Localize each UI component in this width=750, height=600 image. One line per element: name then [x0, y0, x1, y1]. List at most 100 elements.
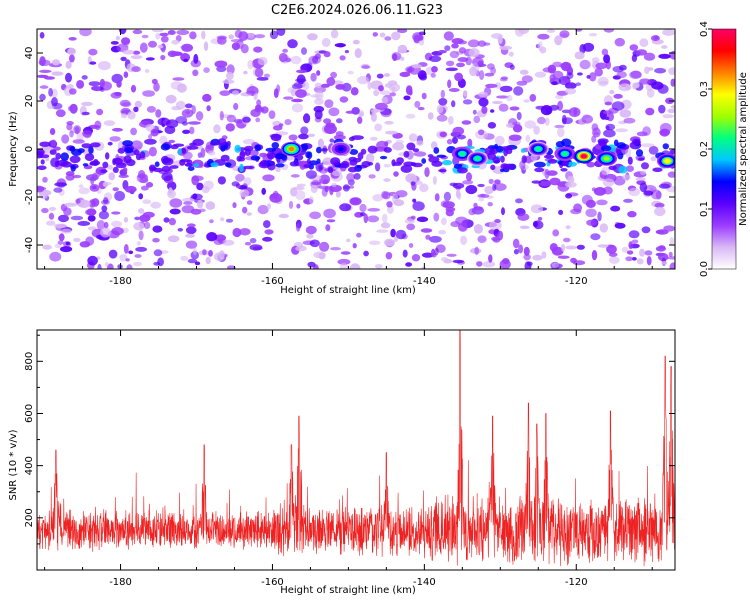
- heatmap-cell: [270, 161, 276, 166]
- heatmap-y-tick-label: -40: [24, 237, 35, 253]
- heatmap-cell: [549, 104, 559, 111]
- heatmap-cell: [645, 107, 655, 116]
- heatmap-cell: [545, 117, 550, 126]
- heatmap-cell: [103, 197, 109, 204]
- heatmap-cell: [595, 62, 608, 70]
- heatmap-cell: [290, 88, 297, 97]
- heatmap-cell: [172, 77, 185, 81]
- heatmap-cell: [561, 117, 573, 125]
- heatmap-cell: [659, 128, 670, 137]
- heatmap-cell: [478, 97, 489, 107]
- heatmap-cell: [340, 160, 350, 169]
- heatmap-cell: [344, 50, 349, 54]
- heatmap-cell: [208, 250, 213, 257]
- heatmap-cell: [295, 223, 301, 232]
- heatmap-cell: [644, 250, 653, 256]
- heatmap-cell: [65, 72, 72, 83]
- heatmap-cell: [134, 100, 143, 108]
- heatmap-cell: [380, 110, 392, 118]
- heatmap-cell: [616, 148, 622, 155]
- heatmap-cell: [96, 234, 103, 240]
- heatmap-y-tick-label: 20: [24, 95, 35, 108]
- heatmap-cell: [661, 261, 668, 265]
- heatmap-cell: [267, 203, 271, 210]
- heatmap-cell: [232, 227, 242, 238]
- heatmap-cell: [39, 32, 45, 39]
- heatmap-cell: [603, 186, 613, 195]
- heatmap-cell: [654, 206, 666, 217]
- heatmap-cell: [667, 171, 675, 178]
- heatmap-cell: [333, 80, 344, 86]
- heatmap-cell: [72, 139, 85, 144]
- heatmap-cell: [78, 187, 90, 195]
- heatmap-cell: [206, 232, 218, 242]
- heatmap-cell: [78, 184, 84, 189]
- heatmap-cell: [310, 72, 317, 82]
- heatmap-cell: [335, 131, 344, 137]
- heatmap-cell: [161, 172, 173, 182]
- heatmap-cell: [40, 159, 45, 165]
- heatmap-cell: [625, 147, 631, 158]
- heatmap-cell: [641, 226, 651, 234]
- heatmap-cell: [516, 111, 522, 121]
- heatmap-cell: [421, 252, 434, 258]
- heatmap-cell: [480, 193, 486, 198]
- heatmap-cell: [428, 156, 440, 163]
- heatmap-cell: [249, 244, 263, 251]
- heatmap-cell: [167, 235, 180, 243]
- heatmap-cell: [316, 158, 321, 164]
- heatmap-cell: [539, 180, 552, 187]
- heatmap-cell: [616, 142, 626, 149]
- heatmap-cell: [217, 138, 227, 146]
- heatmap-cell: [400, 56, 405, 61]
- heatmap-cell: [159, 32, 169, 37]
- heatmap-cell: [639, 78, 651, 85]
- heatmap-cell: [257, 57, 268, 66]
- heatmap-cell: [412, 201, 425, 212]
- heatmap-cell: [295, 89, 307, 98]
- heatmap-cell: [529, 94, 537, 102]
- heatmap-cell: [103, 120, 116, 126]
- heatmap-cell: [221, 239, 235, 246]
- heatmap-cell: [243, 70, 248, 75]
- heatmap-cell: [385, 252, 393, 260]
- heatmap-cell: [443, 191, 451, 202]
- heatmap-cell: [121, 113, 127, 119]
- heatmap-cell: [433, 147, 440, 154]
- heatmap-cell: [302, 81, 310, 91]
- heatmap-cell: [389, 92, 397, 97]
- heatmap-cell: [105, 152, 110, 160]
- colorbar-tick-label: 0.4: [699, 21, 710, 37]
- heatmap-cell: [201, 30, 206, 40]
- heatmap-cell: [262, 236, 273, 242]
- heatmap-cell: [381, 213, 388, 223]
- heatmap-cell: [623, 198, 633, 203]
- heatmap-cell: [586, 75, 591, 79]
- heatmap-cell: [185, 226, 197, 235]
- heatmap-cell: [190, 193, 203, 200]
- heatmap-cell: [192, 69, 199, 77]
- heatmap-cell: [46, 220, 56, 226]
- heatmap-cell: [42, 244, 52, 250]
- heatmap-cell: [130, 127, 138, 136]
- heatmap-cell: [444, 45, 451, 51]
- heatmap-cell: [54, 182, 68, 187]
- heatmap-cell: [352, 243, 357, 249]
- heatmap-cell: [434, 193, 440, 202]
- heatmap-cell: [662, 143, 669, 150]
- heatmap-cell: [400, 164, 413, 173]
- heatmap-cell: [414, 100, 421, 108]
- heatmap-cell: [382, 191, 391, 200]
- heatmap-cell: [621, 246, 629, 253]
- heatmap-cell: [150, 201, 161, 209]
- heatmap-cell: [69, 155, 81, 164]
- heatmap-cell: [205, 256, 211, 265]
- heatmap-cell: [270, 133, 282, 142]
- heatmap-cell: [515, 198, 523, 204]
- heatmap-cell: [182, 198, 195, 203]
- heatmap-cell: [411, 254, 421, 262]
- heatmap-cell: [623, 117, 636, 124]
- heatmap-cell: [207, 150, 216, 156]
- heatmap-cell: [177, 228, 183, 232]
- snr-frame: [36, 329, 676, 571]
